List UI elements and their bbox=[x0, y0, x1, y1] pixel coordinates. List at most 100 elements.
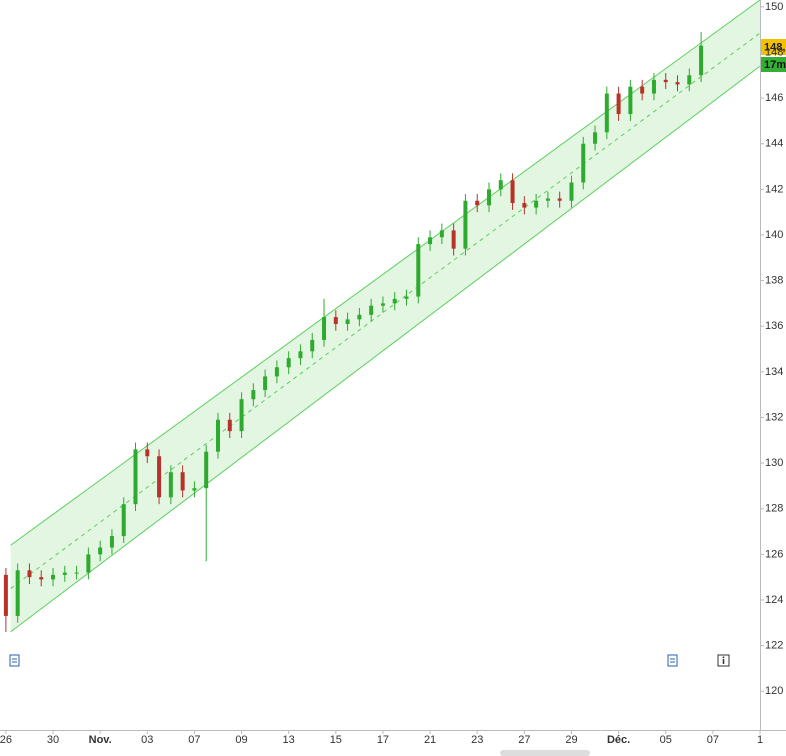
candle-body bbox=[333, 317, 338, 324]
doc-icon[interactable] bbox=[667, 654, 678, 667]
plot-area bbox=[3, 0, 761, 633]
x-tick-label: 07 bbox=[188, 734, 200, 746]
y-tick-label: 124 bbox=[765, 594, 783, 606]
candle-body bbox=[651, 79, 656, 94]
candle-body bbox=[628, 86, 633, 115]
candle-body bbox=[687, 75, 692, 85]
candle-body bbox=[357, 314, 362, 320]
candle-body bbox=[3, 574, 8, 616]
candle-body bbox=[392, 298, 397, 304]
x-tick-label: 09 bbox=[235, 734, 247, 746]
candle-body bbox=[239, 399, 244, 432]
channel-lower bbox=[10, 65, 761, 633]
y-tick-label: 130 bbox=[765, 457, 783, 469]
candle-body bbox=[51, 574, 56, 580]
candle-body bbox=[204, 451, 209, 489]
x-tick-label: 1 bbox=[757, 734, 763, 746]
x-tick-label: 29 bbox=[565, 734, 577, 746]
candle-body bbox=[428, 237, 433, 245]
x-tick-label: 23 bbox=[471, 734, 483, 746]
candle-body bbox=[251, 390, 256, 400]
candle-body bbox=[510, 180, 515, 204]
candle-body bbox=[133, 449, 138, 505]
candle-body bbox=[486, 189, 491, 206]
candle-body bbox=[322, 317, 327, 340]
candle-body bbox=[380, 303, 385, 306]
x-tick-label: 03 bbox=[141, 734, 153, 746]
candle-body bbox=[109, 536, 114, 548]
y-tick-label: 136 bbox=[765, 320, 783, 332]
y-tick-label: 138 bbox=[765, 275, 783, 287]
y-tick-label: 126 bbox=[765, 548, 783, 560]
candle-body bbox=[451, 230, 456, 249]
candle-body bbox=[62, 572, 67, 575]
candle-body bbox=[157, 456, 162, 498]
candle-body bbox=[640, 86, 645, 94]
x-tick-label: 07 bbox=[707, 734, 719, 746]
candle-body bbox=[475, 200, 480, 206]
candle-body bbox=[498, 180, 503, 190]
candle-body bbox=[192, 488, 197, 491]
candle-body bbox=[593, 132, 598, 144]
y-tick-label: 128 bbox=[765, 503, 783, 515]
time-tag-label: 17m bbox=[764, 59, 786, 71]
candle-body bbox=[27, 570, 32, 578]
candle-body bbox=[310, 339, 315, 352]
candle-body bbox=[663, 79, 668, 83]
candle-body bbox=[569, 182, 574, 201]
x-tick-label: 17 bbox=[377, 734, 389, 746]
price-tag-label: 148, bbox=[764, 41, 785, 53]
candle-body bbox=[439, 230, 444, 238]
candle-body bbox=[463, 200, 468, 249]
x-tick-label: 13 bbox=[283, 734, 295, 746]
y-tick-label: 146 bbox=[765, 92, 783, 104]
candle-body bbox=[86, 554, 91, 573]
candle-body bbox=[404, 296, 409, 299]
candle-body bbox=[39, 577, 44, 580]
candle-body bbox=[168, 472, 173, 498]
x-tick-label: 21 bbox=[424, 734, 436, 746]
candle-body bbox=[215, 419, 220, 452]
candle-body bbox=[522, 203, 527, 208]
candle-body bbox=[345, 319, 350, 324]
candle-body bbox=[298, 351, 303, 359]
info-icon[interactable] bbox=[717, 654, 730, 667]
candle-body bbox=[145, 449, 150, 457]
candle-body bbox=[15, 570, 20, 616]
candle-body bbox=[180, 472, 185, 491]
candle-body bbox=[581, 143, 586, 183]
scrollbar[interactable] bbox=[500, 750, 590, 756]
candle-body bbox=[416, 244, 421, 297]
y-tick-label: 134 bbox=[765, 366, 783, 378]
candle-body bbox=[369, 305, 374, 315]
x-tick-label: 27 bbox=[518, 734, 530, 746]
candle-body bbox=[98, 547, 103, 555]
x-tick-label: Déc. bbox=[607, 734, 630, 746]
doc-icon[interactable] bbox=[9, 654, 20, 667]
candle-body bbox=[74, 572, 79, 574]
candle-body bbox=[604, 93, 609, 133]
candle-body bbox=[534, 200, 539, 208]
candle-body bbox=[263, 376, 268, 391]
candle-body bbox=[227, 419, 232, 432]
channel-band bbox=[10, 0, 760, 632]
y-tick-label: 150 bbox=[765, 1, 783, 13]
candle-body bbox=[545, 198, 550, 201]
candle-body bbox=[699, 45, 704, 76]
y-tick-label: 120 bbox=[765, 685, 783, 697]
price-tag bbox=[761, 39, 786, 55]
x-tick-label: 26 bbox=[0, 734, 12, 746]
x-tick-label: 15 bbox=[330, 734, 342, 746]
candle-body bbox=[121, 504, 126, 537]
candle-body bbox=[274, 367, 279, 377]
y-tick-label: 144 bbox=[765, 138, 783, 150]
candle-body bbox=[616, 93, 621, 115]
x-tick-label: Nov. bbox=[89, 734, 112, 746]
y-tick-label: 132 bbox=[765, 411, 783, 423]
candle-body bbox=[675, 82, 680, 85]
x-tick-label: 05 bbox=[660, 734, 672, 746]
x-tick-label: 30 bbox=[47, 734, 59, 746]
y-tick-label: 148 bbox=[765, 46, 783, 58]
